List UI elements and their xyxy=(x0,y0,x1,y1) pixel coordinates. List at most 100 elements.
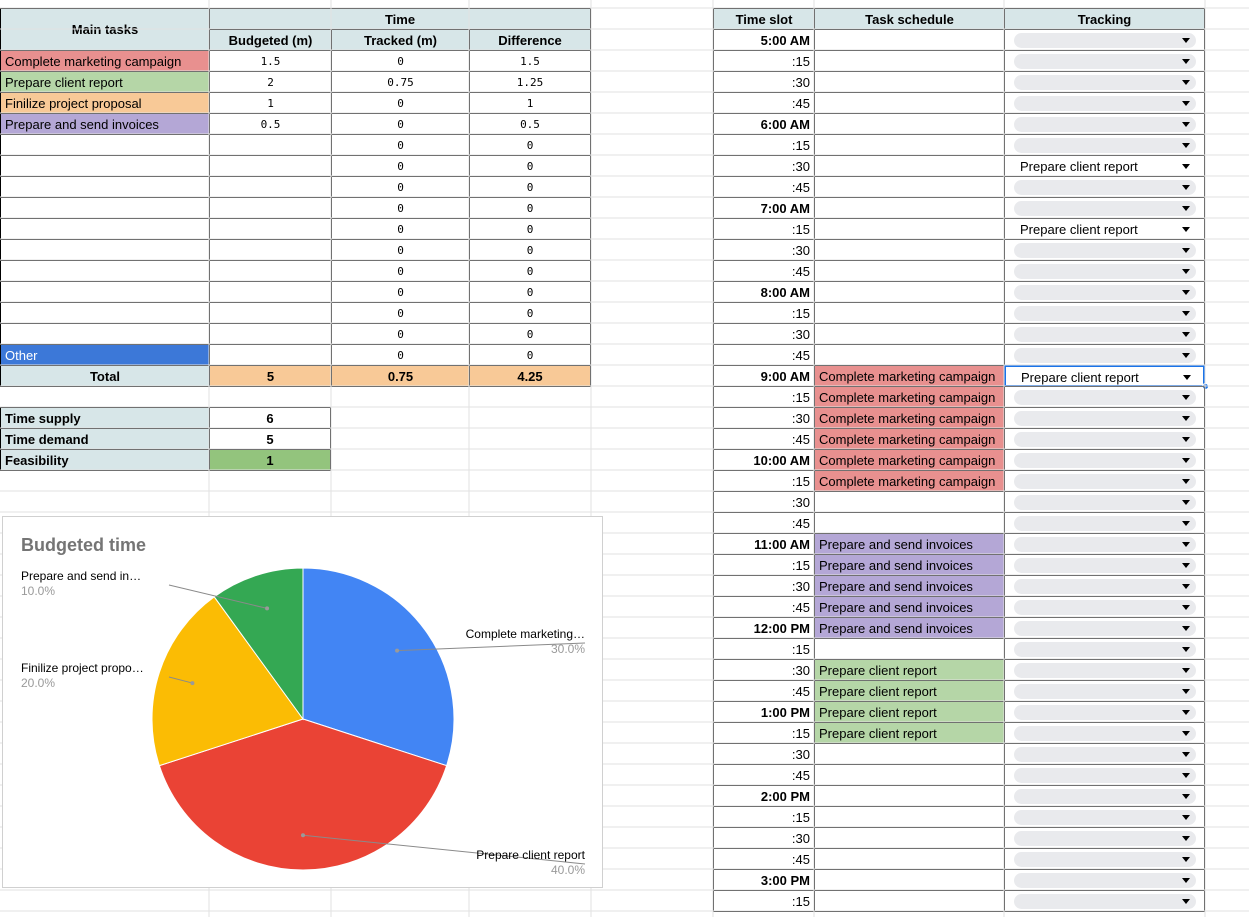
task-schedule-cell[interactable] xyxy=(814,323,1005,345)
tracking-cell[interactable] xyxy=(1004,764,1205,786)
tracking-cell[interactable] xyxy=(1004,281,1205,303)
tracking-cell[interactable] xyxy=(1004,533,1205,555)
tracking-cell[interactable] xyxy=(1004,554,1205,576)
tracking-cell[interactable] xyxy=(1004,512,1205,534)
tracking-dropdown[interactable] xyxy=(1014,747,1196,762)
tracking-dropdown[interactable] xyxy=(1014,327,1196,342)
task-schedule-cell[interactable] xyxy=(814,281,1005,303)
tracked-cell[interactable]: 0 xyxy=(331,92,470,114)
tracking-dropdown[interactable] xyxy=(1014,621,1196,636)
tracking-dropdown[interactable] xyxy=(1014,810,1196,825)
tracked-cell[interactable]: 0 xyxy=(331,281,470,303)
task-schedule-cell[interactable]: Complete marketing campaign xyxy=(814,428,1005,450)
tracking-dropdown[interactable] xyxy=(1014,348,1196,363)
tracking-dropdown[interactable] xyxy=(1014,264,1196,279)
task-schedule-cell[interactable] xyxy=(814,869,1005,891)
task-schedule-cell[interactable]: Complete marketing campaign xyxy=(814,407,1005,429)
difference-cell[interactable]: 0 xyxy=(469,281,591,303)
budgeted-cell[interactable] xyxy=(209,239,332,261)
tracking-cell[interactable] xyxy=(1004,470,1205,492)
task-schedule-cell[interactable] xyxy=(814,134,1005,156)
difference-cell[interactable]: 0 xyxy=(469,323,591,345)
task-schedule-cell[interactable]: Complete marketing campaign xyxy=(814,470,1005,492)
summary-value[interactable]: 5 xyxy=(209,428,331,450)
task-schedule-cell[interactable] xyxy=(814,806,1005,828)
budgeted-cell[interactable]: 2 xyxy=(209,71,332,93)
tracking-dropdown[interactable] xyxy=(1014,201,1196,216)
task-schedule-cell[interactable] xyxy=(814,848,1005,870)
tracked-cell[interactable]: 0 xyxy=(331,239,470,261)
tracking-cell[interactable] xyxy=(1004,323,1205,345)
budgeted-cell[interactable] xyxy=(209,134,332,156)
difference-cell[interactable]: 0 xyxy=(469,344,591,366)
tracking-dropdown[interactable] xyxy=(1014,600,1196,615)
pie-slice-0[interactable] xyxy=(302,567,455,767)
tracking-dropdown[interactable] xyxy=(1014,705,1196,720)
tracking-dropdown[interactable] xyxy=(1014,54,1196,69)
tracking-cell[interactable] xyxy=(1004,134,1205,156)
tracked-cell[interactable]: 0 xyxy=(331,50,470,72)
tracking-dropdown[interactable] xyxy=(1014,537,1196,552)
tracking-cell[interactable] xyxy=(1004,386,1205,408)
tracked-cell[interactable]: 0 xyxy=(331,134,470,156)
tracking-dropdown[interactable] xyxy=(1014,768,1196,783)
tracking-dropdown[interactable] xyxy=(1014,96,1196,111)
tracking-dropdown[interactable] xyxy=(1014,873,1196,888)
tracking-dropdown[interactable] xyxy=(1014,474,1196,489)
difference-cell[interactable]: 1.5 xyxy=(469,50,591,72)
tracking-cell[interactable] xyxy=(1004,302,1205,324)
tracking-dropdown[interactable] xyxy=(1014,138,1196,153)
summary-value[interactable]: 6 xyxy=(209,407,331,429)
tracked-cell[interactable]: 0 xyxy=(331,197,470,219)
difference-cell[interactable]: 0 xyxy=(469,134,591,156)
task-schedule-cell[interactable] xyxy=(814,344,1005,366)
budgeted-cell[interactable] xyxy=(209,281,332,303)
budgeted-cell[interactable]: 1.5 xyxy=(209,50,332,72)
tracking-cell[interactable] xyxy=(1004,701,1205,723)
tracking-dropdown[interactable] xyxy=(1014,285,1196,300)
difference-cell[interactable]: 1.25 xyxy=(469,71,591,93)
task-name-cell[interactable] xyxy=(0,323,210,345)
tracking-dropdown[interactable] xyxy=(1014,516,1196,531)
difference-cell[interactable]: 0 xyxy=(469,260,591,282)
task-name-cell[interactable] xyxy=(0,218,210,240)
task-schedule-cell[interactable] xyxy=(814,71,1005,93)
task-schedule-cell[interactable]: Complete marketing campaign xyxy=(814,365,1005,387)
tracked-cell[interactable]: 0 xyxy=(331,323,470,345)
task-schedule-cell[interactable] xyxy=(814,155,1005,177)
tracked-cell[interactable]: 0 xyxy=(331,344,470,366)
tracking-cell[interactable]: Prepare client report xyxy=(1004,155,1205,177)
tracking-cell[interactable] xyxy=(1004,260,1205,282)
tracking-dropdown[interactable] xyxy=(1014,894,1196,909)
tracking-cell[interactable] xyxy=(1004,407,1205,429)
task-schedule-cell[interactable] xyxy=(814,890,1005,912)
task-schedule-cell[interactable] xyxy=(814,638,1005,660)
task-name-cell[interactable]: Other xyxy=(0,344,210,366)
pie-slice-2[interactable] xyxy=(151,596,304,767)
tracking-cell[interactable] xyxy=(1004,680,1205,702)
tracking-cell[interactable] xyxy=(1004,92,1205,114)
tracking-cell[interactable] xyxy=(1004,449,1205,471)
tracking-cell[interactable] xyxy=(1004,722,1205,744)
difference-cell[interactable]: 0 xyxy=(469,176,591,198)
difference-cell[interactable]: 0 xyxy=(469,218,591,240)
summary-value[interactable]: 1 xyxy=(209,449,331,471)
task-schedule-cell[interactable]: Complete marketing campaign xyxy=(814,449,1005,471)
task-schedule-cell[interactable] xyxy=(814,29,1005,51)
tracking-cell[interactable] xyxy=(1004,491,1205,513)
tracked-cell[interactable]: 0 xyxy=(331,155,470,177)
task-schedule-cell[interactable] xyxy=(814,50,1005,72)
budgeted-cell[interactable] xyxy=(209,344,332,366)
pie-slice-3[interactable] xyxy=(213,567,304,721)
task-schedule-cell[interactable] xyxy=(814,785,1005,807)
task-schedule-cell[interactable] xyxy=(814,176,1005,198)
task-schedule-cell[interactable] xyxy=(814,743,1005,765)
task-name-cell[interactable] xyxy=(0,197,210,219)
difference-cell[interactable]: 1 xyxy=(469,92,591,114)
tracking-cell[interactable] xyxy=(1004,596,1205,618)
budgeted-cell[interactable] xyxy=(209,218,332,240)
tracking-dropdown[interactable] xyxy=(1014,180,1196,195)
tracking-cell[interactable] xyxy=(1004,239,1205,261)
tracking-dropdown[interactable] xyxy=(1014,831,1196,846)
budgeted-cell[interactable]: 1 xyxy=(209,92,332,114)
